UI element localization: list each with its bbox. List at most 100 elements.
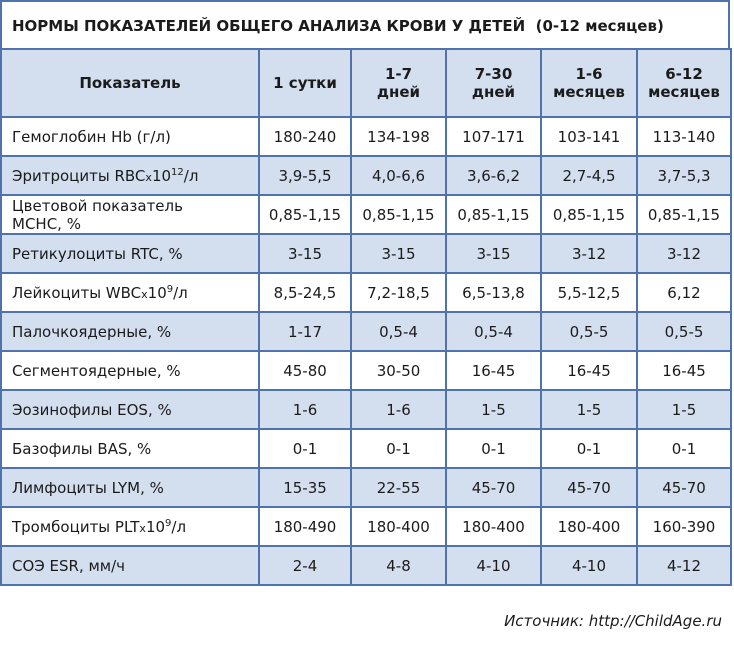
cell: 45-80 <box>258 350 352 391</box>
header-row: Показатель 1 сутки 1-7 дней 7-30 дней 1-6 ме… <box>0 48 732 118</box>
cell: 3,7-5,3 <box>636 155 732 196</box>
label-times: x <box>145 171 152 184</box>
row-label: Палочкоядерные, % <box>0 311 260 352</box>
row-label: Ретикулоциты RTC, % <box>0 233 260 274</box>
cell: 3,6-6,2 <box>445 155 542 196</box>
cell: 0-1 <box>258 428 352 469</box>
label-unit: /л <box>183 167 199 185</box>
cell: 16-45 <box>445 350 542 391</box>
row-label: Тромбоциты PLTx109/л <box>0 506 260 547</box>
cell: 113-140 <box>636 116 732 157</box>
header-cell: 1 сутки <box>258 48 352 118</box>
cell: 4-10 <box>445 545 542 586</box>
row: Базофилы BAS, % 0-1 0-1 0-1 0-1 0-1 <box>0 428 732 469</box>
row: Ретикулоциты RTC, % 3-15 3-15 3-15 3-12 3-12 <box>0 233 732 274</box>
row-label: Базофилы BAS, % <box>0 428 260 469</box>
cell: 180-400 <box>445 506 542 547</box>
cell: 2,7-4,5 <box>540 155 638 196</box>
cell: 16-45 <box>540 350 638 391</box>
cell: 107-171 <box>445 116 542 157</box>
cell: 103-141 <box>540 116 638 157</box>
cell: 3,9-5,5 <box>258 155 352 196</box>
label-exp: 9 <box>165 518 172 529</box>
row-label: Эритроциты RBCx1012/л <box>0 155 260 196</box>
row: Тромбоциты PLTx109/л 180-490 180-400 180-40… <box>0 506 732 547</box>
cell: 0,5-4 <box>350 311 447 352</box>
cell: 0-1 <box>540 428 638 469</box>
cell: 3-12 <box>540 233 638 274</box>
cell: 6,12 <box>636 272 732 313</box>
cell: 0,5-4 <box>445 311 542 352</box>
cell: 180-400 <box>540 506 638 547</box>
header-cell: Показатель <box>0 48 260 118</box>
cell: 45-70 <box>540 467 638 508</box>
label-base: 10 <box>147 284 167 302</box>
cell: 0,5-5 <box>636 311 732 352</box>
cell: 0,5-5 <box>540 311 638 352</box>
cell: 0,85-1,15 <box>636 194 732 235</box>
cell: 2-4 <box>258 545 352 586</box>
cell: 3-12 <box>636 233 732 274</box>
cell: 3-15 <box>445 233 542 274</box>
cell: 3-15 <box>258 233 352 274</box>
header-cell: 7-30 дней <box>445 48 542 118</box>
row: Сегментоядерные, % 45-80 30-50 16-45 16-45 16… <box>0 350 732 391</box>
cell: 4,0-6,6 <box>350 155 447 196</box>
cell: 22-55 <box>350 467 447 508</box>
cell: 3-15 <box>350 233 447 274</box>
cell: 180-400 <box>350 506 447 547</box>
table: Показатель 1 сутки 1-7 дней 7-30 дней 1-6 ме… <box>0 48 732 586</box>
cell: 30-50 <box>350 350 447 391</box>
row: Лимфоциты LYM, % 15-35 22-55 45-70 45-70 45-7… <box>0 467 732 508</box>
label-unit: /л <box>171 518 187 536</box>
label-times: x <box>139 522 146 535</box>
cell: 15-35 <box>258 467 352 508</box>
row: Гемоглобин Hb (г/л) 180-240 134-198 107-171… <box>0 116 732 157</box>
cell: 6,5-13,8 <box>445 272 542 313</box>
cell: 0,85-1,15 <box>258 194 352 235</box>
cell: 45-70 <box>636 467 732 508</box>
label-base: 10 <box>145 518 166 536</box>
row-label: Сегментоядерные, % <box>0 350 260 391</box>
cell: 45-70 <box>445 467 542 508</box>
label-exp: 12 <box>171 167 184 178</box>
cell: 180-490 <box>258 506 352 547</box>
source: Источник: http://ChildAge.ru <box>504 612 722 630</box>
row-label: Гемоглобин Hb (г/л) <box>0 116 260 157</box>
row: Палочкоядерные, % 1-17 0,5-4 0,5-4 0,5-5 0,5-… <box>0 311 732 352</box>
cell: 4-10 <box>540 545 638 586</box>
cell: 0-1 <box>636 428 732 469</box>
row-label: СОЭ ESR, мм/ч <box>0 545 260 586</box>
cell: 160-390 <box>636 506 732 547</box>
cell: 0,85-1,15 <box>350 194 447 235</box>
cell: 7,2-18,5 <box>350 272 447 313</box>
row: Лейкоциты WBCx109/л 8,5-24,5 7,2-18,5 6,5-1… <box>0 272 732 313</box>
cell: 0,85-1,15 <box>540 194 638 235</box>
cell: 134-198 <box>350 116 447 157</box>
title: НОРМЫ ПОКАЗАТЕЛЕЙ ОБЩЕГО АНАЛИЗА КРОВИ У… <box>0 0 730 48</box>
header-cell: 6-12 месяцев <box>636 48 732 118</box>
row: Эозинофилы EOS, % 1-6 1-6 1-5 1-5 1-5 <box>0 389 732 430</box>
cell: 0,85-1,15 <box>445 194 542 235</box>
cell: 16-45 <box>636 350 732 391</box>
cell: 0-1 <box>350 428 447 469</box>
label-unit: /л <box>173 284 188 302</box>
row: Эритроциты RBCx1012/л 3,9-5,5 4,0-6,6 3,6-6… <box>0 155 732 196</box>
cell: 4-8 <box>350 545 447 586</box>
label-text: Эритроциты RBC <box>12 167 146 185</box>
cell: 1-6 <box>258 389 352 430</box>
label-text: Лейкоциты WBC <box>12 284 142 302</box>
label-text: Тромбоциты PLT <box>12 518 140 536</box>
row-label: Лейкоциты WBCx109/л <box>0 272 260 313</box>
row-label: Эозинофилы EOS, % <box>0 389 260 430</box>
row-label: Цветовой показатель MCHC, % <box>0 194 260 235</box>
label-exp: 9 <box>166 284 174 295</box>
cell: 5,5-12,5 <box>540 272 638 313</box>
label-base: 10 <box>151 167 172 185</box>
cell: 180-240 <box>258 116 352 157</box>
label-times: x <box>141 288 148 301</box>
row-label: Лимфоциты LYM, % <box>0 467 260 508</box>
header-cell: 1-6 месяцев <box>540 48 638 118</box>
cell: 1-5 <box>636 389 732 430</box>
cell: 8,5-24,5 <box>258 272 352 313</box>
